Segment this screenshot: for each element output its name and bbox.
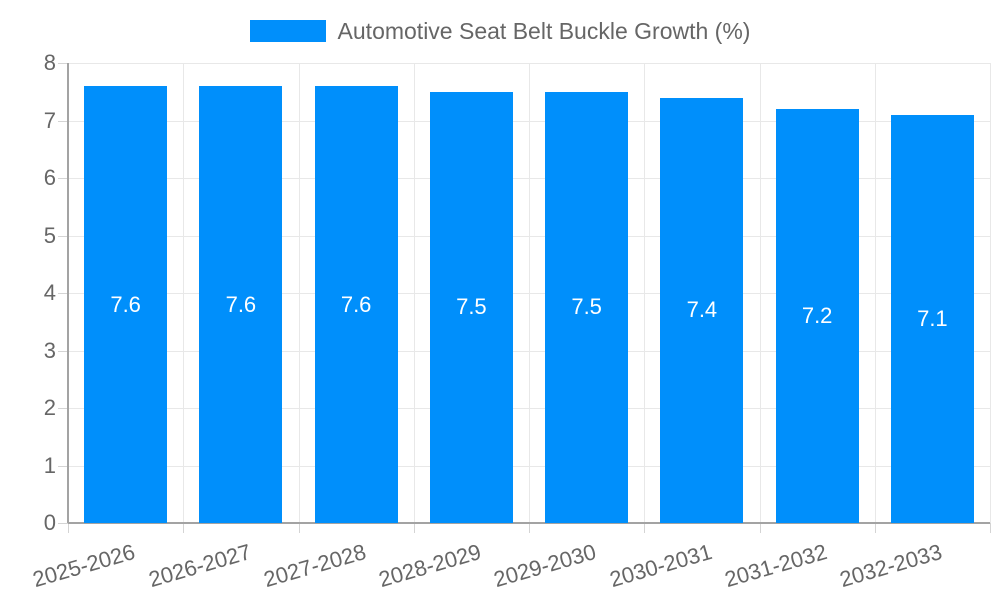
y-tick-label: 2 bbox=[43, 395, 56, 420]
bar[interactable] bbox=[199, 86, 283, 523]
bar-value-label: 7.6 bbox=[110, 291, 141, 317]
bar[interactable] bbox=[890, 114, 974, 523]
bar-value-label: 7.5 bbox=[571, 294, 602, 320]
bar-value-label: 7.2 bbox=[801, 303, 833, 328]
bar-value-label: 7.5 bbox=[456, 294, 487, 320]
x-tick-label: 2028-2029 bbox=[375, 539, 484, 593]
legend-label: Automotive Seat Belt Buckle Growth (%) bbox=[337, 17, 751, 44]
y-axis-tick-mark bbox=[58, 523, 68, 524]
y-tick-label: 7 bbox=[43, 107, 56, 133]
x-axis-tick-mark bbox=[68, 523, 69, 533]
y-axis-tick-mark bbox=[58, 293, 68, 294]
gridline-vertical bbox=[990, 63, 991, 523]
x-tick-label: 2030-2031 bbox=[606, 539, 715, 593]
x-tick-label: 2026-2027 bbox=[145, 539, 254, 593]
x-axis-tick-mark bbox=[874, 523, 876, 533]
gridline-vertical bbox=[644, 63, 646, 523]
x-axis-tick-mark bbox=[529, 523, 530, 533]
y-tick-label: 5 bbox=[43, 222, 56, 248]
x-axis-tick-mark bbox=[990, 523, 991, 533]
y-axis-tick-mark bbox=[58, 178, 68, 179]
y-axis-tick-mark bbox=[58, 350, 68, 352]
bar[interactable] bbox=[660, 97, 744, 523]
legend-swatch-icon bbox=[249, 20, 326, 42]
gridline-vertical bbox=[874, 63, 876, 523]
x-axis-tick-mark bbox=[413, 523, 415, 533]
bar[interactable] bbox=[84, 86, 168, 523]
y-tick-label: 6 bbox=[43, 165, 56, 190]
y-axis-tick-mark bbox=[58, 235, 68, 237]
x-axis-tick-mark bbox=[183, 523, 185, 533]
gridline-vertical bbox=[298, 63, 300, 523]
bar[interactable] bbox=[429, 91, 513, 523]
y-axis-tick-mark bbox=[58, 408, 68, 409]
y-axis-tick-mark bbox=[58, 63, 68, 64]
bar-value-label: 7.6 bbox=[340, 291, 372, 317]
y-tick-label: 3 bbox=[43, 337, 56, 363]
y-axis-line bbox=[67, 63, 69, 523]
x-axis-line bbox=[68, 522, 990, 524]
y-axis-tick-mark bbox=[58, 120, 68, 122]
bar[interactable] bbox=[314, 86, 398, 523]
y-tick-label: 1 bbox=[43, 452, 56, 478]
x-tick-label: 2027-2028 bbox=[260, 539, 369, 593]
x-axis-tick-mark bbox=[644, 523, 646, 533]
bar-value-label: 7.6 bbox=[225, 291, 257, 317]
bar-value-label: 7.4 bbox=[686, 297, 718, 323]
x-tick-label: 2032-2033 bbox=[836, 539, 945, 593]
x-tick-label: 2029-2030 bbox=[491, 539, 600, 593]
y-tick-label: 8 bbox=[43, 50, 56, 75]
gridline-vertical bbox=[529, 63, 530, 523]
gridline-vertical bbox=[183, 63, 185, 523]
y-axis-tick-mark bbox=[58, 465, 68, 467]
y-tick-label: 4 bbox=[43, 280, 56, 305]
x-tick-label: 2025-2026 bbox=[30, 539, 139, 593]
y-tick-label: 0 bbox=[43, 510, 56, 535]
legend[interactable]: Automotive Seat Belt Buckle Growth (%) bbox=[0, 14, 1000, 48]
bar-value-label: 7.1 bbox=[917, 305, 948, 331]
gridline-vertical bbox=[413, 63, 415, 523]
bar[interactable] bbox=[545, 91, 629, 523]
x-axis-tick-mark bbox=[298, 523, 300, 533]
x-axis-tick-mark bbox=[759, 523, 761, 533]
gridline-vertical bbox=[759, 63, 761, 523]
x-tick-label: 2031-2032 bbox=[721, 539, 830, 593]
bar[interactable] bbox=[775, 109, 859, 523]
